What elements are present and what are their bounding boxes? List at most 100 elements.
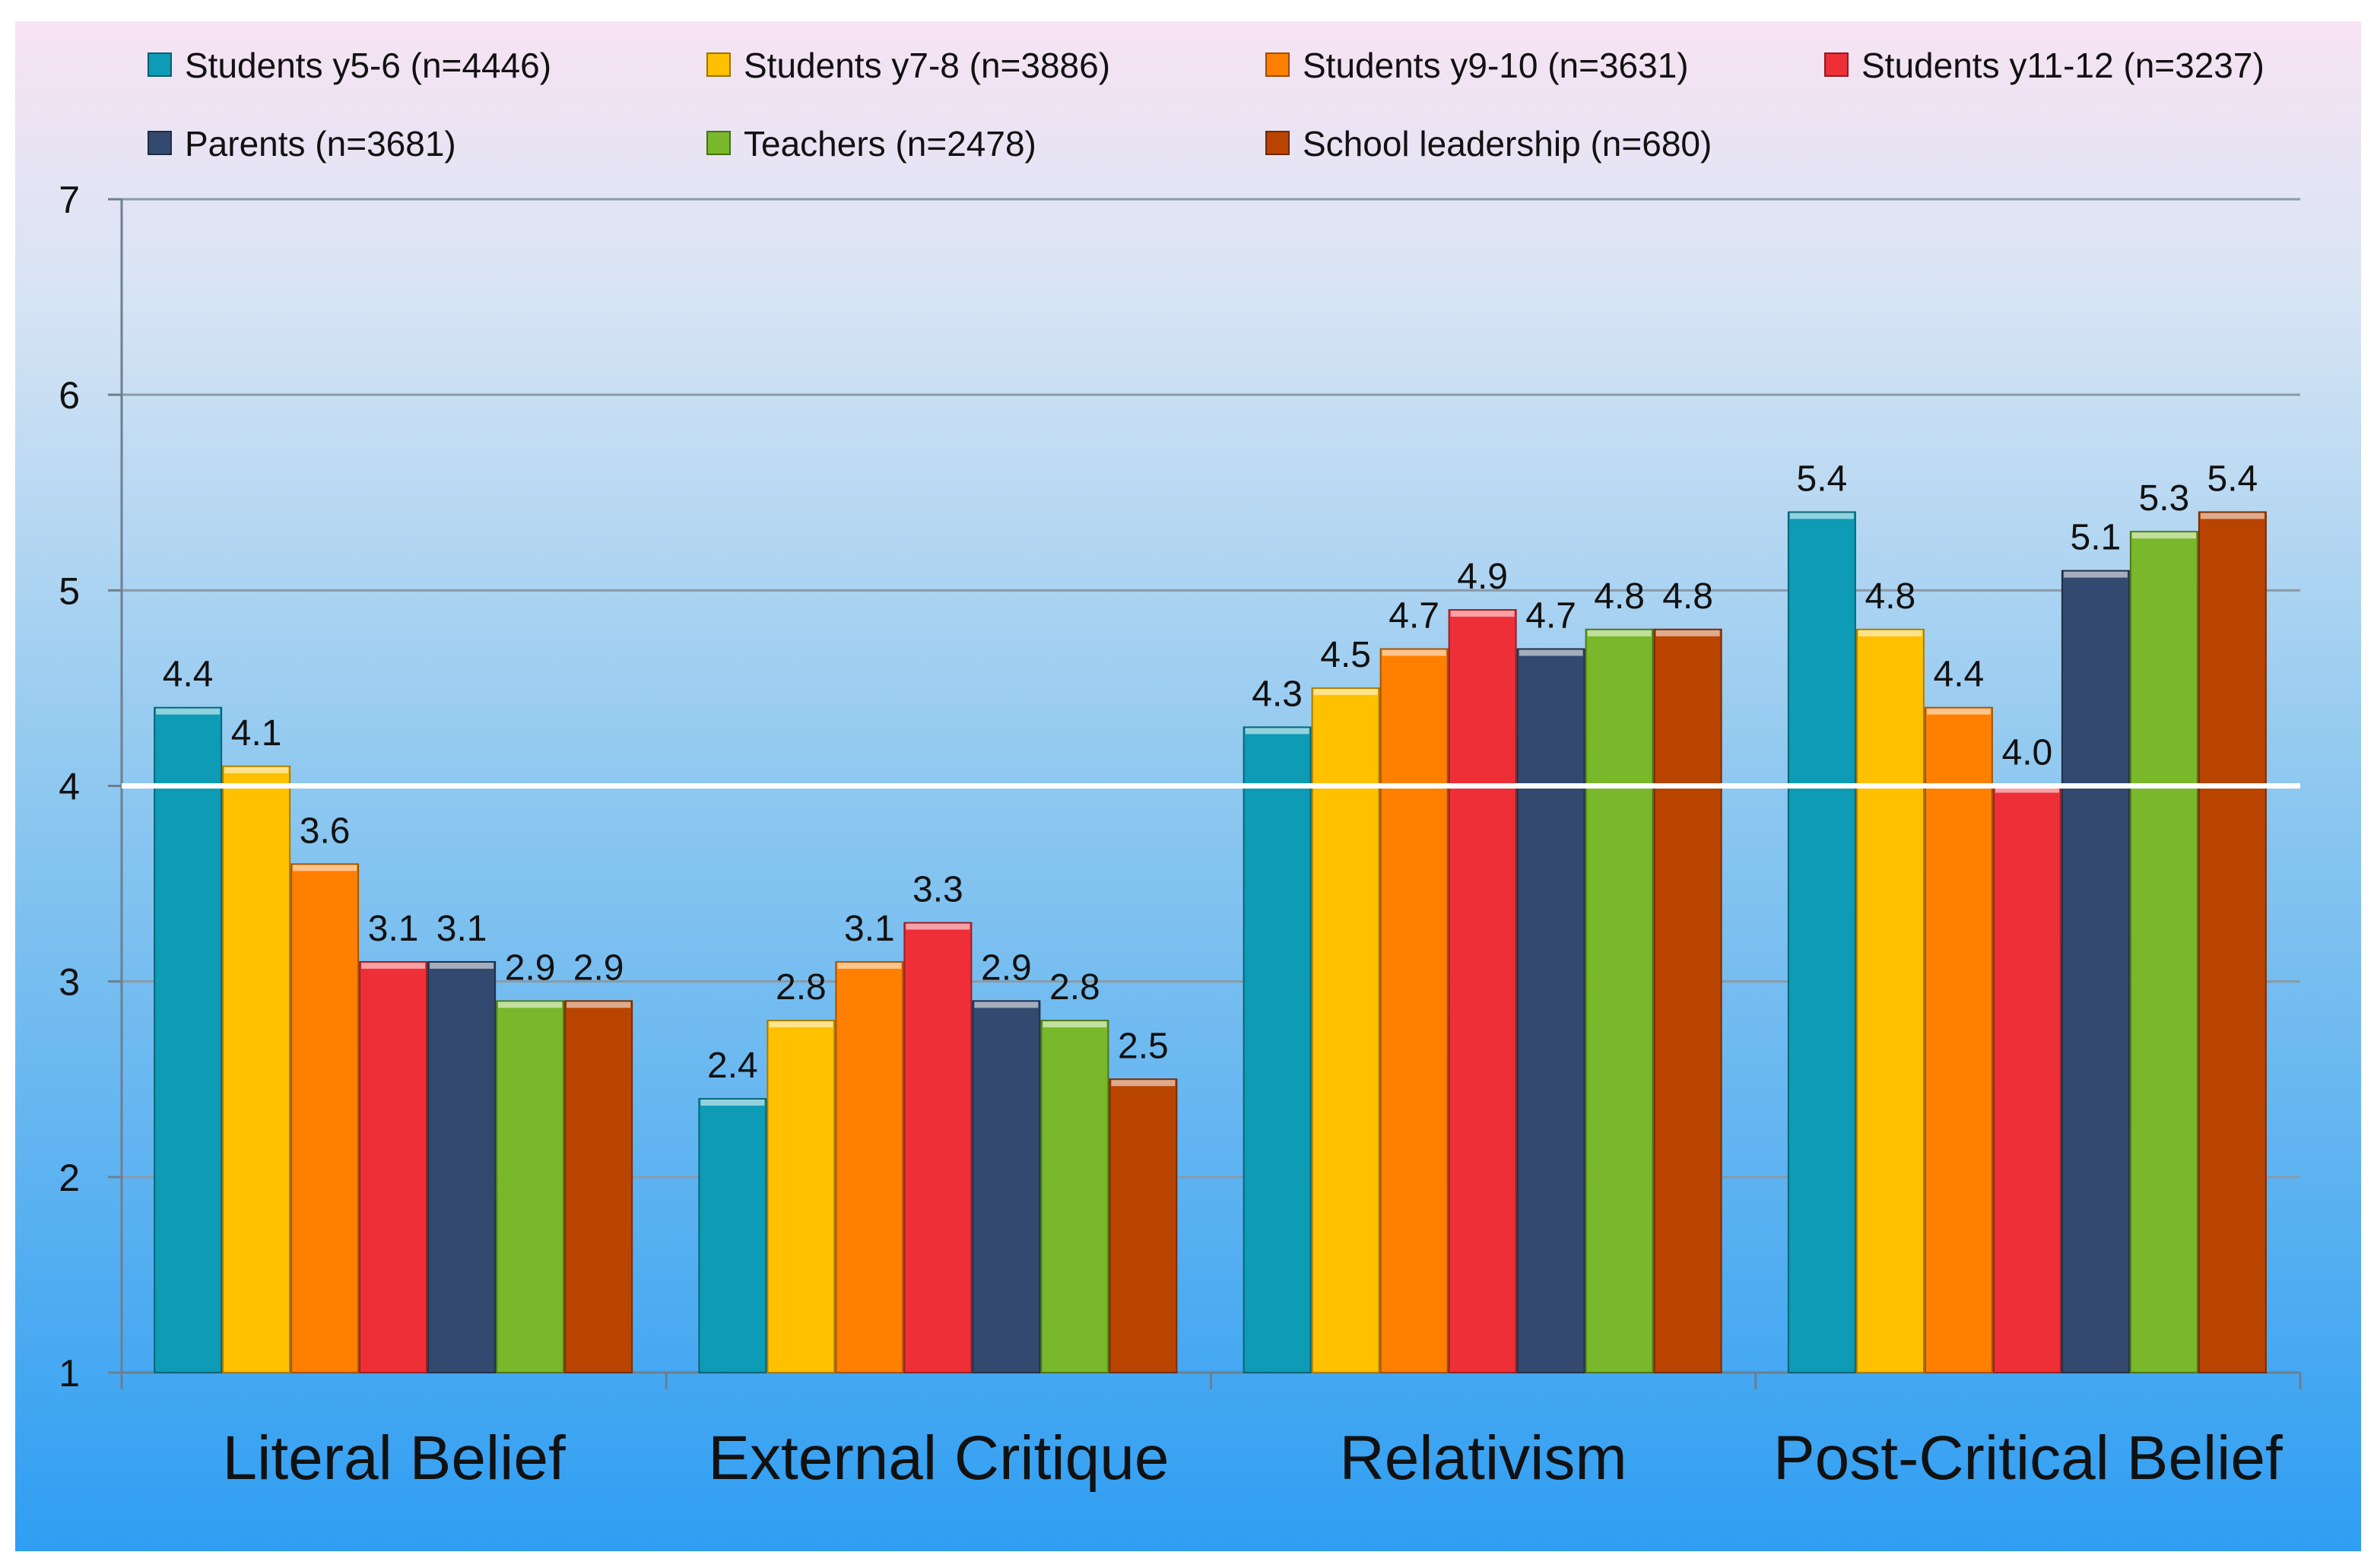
bar [698,1097,767,1373]
bar [835,960,904,1373]
bar [2061,570,2130,1373]
legend-swatch [148,52,172,77]
data-label: 2.4 [707,1046,758,1086]
bar [903,922,973,1374]
data-label: 4.3 [1252,674,1303,714]
data-label: 4.8 [1662,576,1713,617]
legend-label: Students y7-8 (n=3886) [744,46,1110,85]
bar [1516,648,1585,1373]
bar-highlight [224,767,289,773]
bar [1924,706,1993,1373]
data-label: 4.9 [1457,557,1508,597]
legend-swatch [706,52,731,77]
legend-swatch [1824,52,1849,77]
bar-highlight [1926,708,1991,715]
legend-swatch [706,131,731,155]
y-tick-label: 3 [59,961,80,1004]
data-label: 2.9 [505,947,556,988]
data-label: 3.3 [912,870,963,910]
data-label: 4.8 [1594,576,1645,617]
data-label: 2.9 [573,947,624,988]
data-label: 4.7 [1525,595,1576,636]
bar [359,960,428,1373]
bar-highlight [1995,786,2059,793]
bar [564,1000,633,1373]
bar [1109,1078,1178,1373]
bar [1585,628,1654,1373]
category-label: Post-Critical Belief [1773,1424,2283,1493]
data-label: 3.1 [844,909,895,949]
bar-highlight [498,1001,563,1008]
bar-highlight [361,962,426,969]
bar-highlight [1519,649,1583,656]
bar-highlight [769,1021,833,1028]
data-label: 2.5 [1118,1026,1169,1066]
bar [1379,648,1449,1373]
data-label: 4.7 [1389,595,1439,636]
data-label: 4.0 [2002,733,2053,773]
data-label: 5.4 [1797,459,1848,499]
bar [154,706,223,1373]
bars [154,511,2267,1374]
bar [290,863,360,1374]
data-label: 3.1 [368,909,419,949]
data-label: 3.1 [436,909,487,949]
bar [1040,1020,1109,1373]
bar-highlight [1313,688,1378,695]
data-label: 2.9 [981,947,1032,988]
bar-highlight [700,1099,765,1106]
legend-swatch [148,131,172,155]
bar [1855,628,1925,1373]
bar-highlight [293,865,357,871]
bar-highlight [906,923,970,930]
data-label: 4.1 [231,713,282,754]
bar-highlight [2063,571,2128,578]
bar [1448,609,1517,1373]
y-tick-label: 2 [59,1157,80,1199]
bar [2129,531,2198,1373]
data-label: 5.4 [2207,459,2258,499]
bar-highlight [1587,630,1652,636]
legend-label: Students y9-10 (n=3631) [1303,46,1689,85]
y-tick-label: 1 [59,1352,80,1395]
bar-highlight [1858,630,1922,636]
bar [222,765,291,1373]
bar-highlight [567,1001,631,1008]
data-label: 4.8 [1865,576,1916,617]
data-label: 2.8 [776,967,827,1008]
legend-label: School leadership (n=680) [1303,124,1712,163]
y-tick-label: 5 [59,570,80,612]
legend: Students y5-6 (n=4446) Students y7-8 (n=3… [148,46,2265,163]
legend-label: Parents (n=3681) [185,124,456,163]
bar [766,1020,836,1373]
bar-highlight [1789,513,1854,519]
bar [1992,785,2061,1373]
bar-highlight [1111,1080,1176,1087]
legend-label: Students y5-6 (n=4446) [185,46,551,85]
bar-highlight [974,1001,1039,1008]
bar-highlight [1655,630,1720,636]
y-tick-label: 4 [59,766,80,808]
legend-label: Students y11-12 (n=3237) [1861,46,2265,85]
category-label: Literal Belief [223,1424,566,1493]
data-label: 5.3 [2139,478,2190,519]
bar-highlight [837,962,902,969]
bar-highlight [156,708,221,715]
bar [2198,511,2267,1373]
legend-label: Teachers (n=2478) [744,124,1036,163]
data-label: 4.5 [1320,635,1371,675]
bar [1787,511,1856,1373]
bar [496,1000,565,1373]
category-label: External Critique [708,1424,1169,1493]
data-label: 4.4 [163,655,214,695]
bar [1311,687,1380,1373]
y-tick-label: 6 [59,374,80,417]
bar [972,1000,1041,1373]
bar [1653,628,1722,1373]
data-label: 3.6 [300,811,351,851]
y-tick-label: 7 [59,179,80,221]
legend-swatch [1265,131,1290,155]
bar [427,960,497,1373]
